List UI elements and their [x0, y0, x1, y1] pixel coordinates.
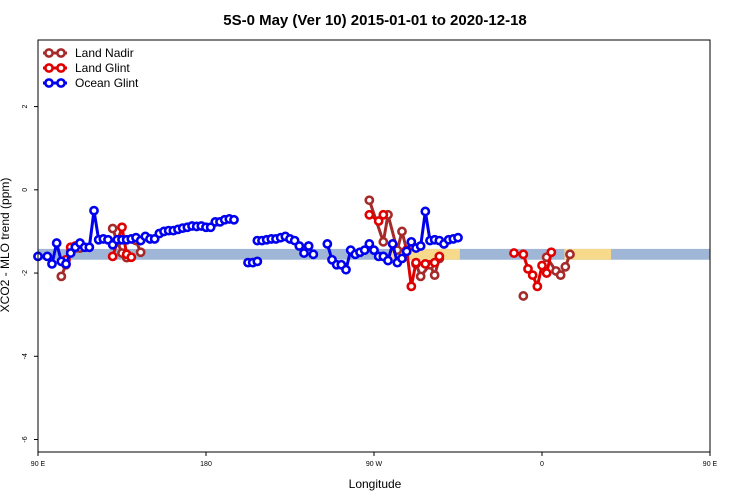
x-axis-label: Longitude: [349, 477, 402, 491]
data-point: [294, 241, 305, 251]
data-point: [401, 246, 412, 257]
data-point: [518, 291, 529, 301]
data-point: [299, 248, 309, 258]
legend-marker: [56, 78, 66, 88]
data-point: [434, 251, 445, 262]
data-point: [61, 258, 71, 269]
legend-marker: [44, 63, 54, 73]
data-point: [420, 258, 431, 269]
data-point: [378, 209, 389, 220]
data-point: [364, 195, 375, 206]
data-point: [383, 255, 393, 266]
data-point: [565, 249, 575, 260]
data-point: [107, 223, 118, 234]
data-point: [397, 226, 407, 237]
data-point: [509, 248, 519, 258]
y-tick-label: -2: [22, 270, 29, 276]
data-point: [415, 241, 426, 251]
series-layer: [33, 195, 575, 301]
data-point: [117, 222, 127, 233]
data-point: [373, 216, 384, 226]
data-point: [453, 232, 463, 243]
series-land-nadir: [56, 195, 575, 301]
x-axis: 90 E 180 90 W 0 90 E: [31, 452, 718, 468]
data-point: [51, 238, 62, 248]
x-tick-label: 90 W: [366, 461, 383, 468]
data-point: [406, 281, 417, 292]
data-point: [303, 241, 314, 251]
legend-marker: [44, 78, 54, 88]
data-point: [537, 260, 547, 271]
legend-marker: [56, 63, 66, 73]
data-point: [107, 251, 118, 262]
data-point: [47, 258, 57, 269]
y-tick-label: -4: [22, 353, 29, 359]
x-tick-label: 180: [200, 461, 212, 468]
data-point: [387, 239, 398, 249]
y-tick-label: 0: [22, 188, 29, 192]
data-point: [518, 249, 529, 260]
data-point: [523, 263, 533, 274]
data-point: [420, 206, 431, 217]
legend-label: Land Nadir: [75, 46, 134, 60]
legend-label: Land Glint: [75, 61, 130, 75]
data-point: [56, 271, 67, 282]
highlight-band: [390, 248, 460, 260]
legend-label: Ocean Glint: [75, 76, 139, 90]
data-point: [378, 236, 389, 247]
data-point: [341, 264, 351, 275]
data-point: [135, 247, 146, 258]
data-point: [308, 249, 319, 260]
data-point: [126, 252, 137, 263]
data-point: [364, 209, 375, 220]
highlight-band: [564, 248, 612, 260]
data-point: [322, 239, 333, 249]
legend-item: Land Nadir: [43, 46, 134, 60]
data-point: [527, 270, 538, 281]
data-point: [42, 251, 53, 262]
data-point: [252, 256, 263, 267]
legend-marker: [56, 48, 66, 58]
x-tick-label: 90 E: [703, 461, 718, 468]
data-point: [429, 270, 440, 281]
x-tick-label: 90 E: [31, 461, 46, 468]
data-point: [411, 257, 421, 268]
data-point: [546, 247, 557, 258]
data-point: [229, 214, 239, 225]
data-point: [560, 261, 571, 272]
data-point: [65, 248, 76, 258]
legend-marker: [44, 48, 54, 58]
x-tick-label: 0: [540, 461, 544, 468]
y-axis-label: XCO2 - MLO trend (ppm): [0, 178, 12, 313]
data-point: [369, 245, 379, 256]
series-ocean-glint: [33, 205, 463, 275]
data-point: [89, 205, 99, 216]
y-tick-label: 2: [22, 105, 29, 109]
data-point: [555, 270, 566, 281]
data-point: [532, 281, 543, 292]
y-axis: -6 -4 -2 0 2: [22, 105, 38, 443]
data-point: [364, 239, 375, 249]
data-point: [406, 236, 417, 247]
data-point: [84, 242, 95, 253]
legend-item: Land Glint: [43, 61, 130, 75]
data-point: [429, 257, 440, 268]
y-tick-label: -6: [22, 436, 29, 442]
data-point: [359, 245, 370, 256]
legend-item: Ocean Glint: [43, 76, 139, 90]
chart-title: 5S-0 May (Ver 10) 2015-01-01 to 2020-12-…: [223, 12, 527, 29]
data-point: [415, 271, 426, 282]
data-point: [541, 268, 552, 278]
data-point: [397, 253, 407, 264]
